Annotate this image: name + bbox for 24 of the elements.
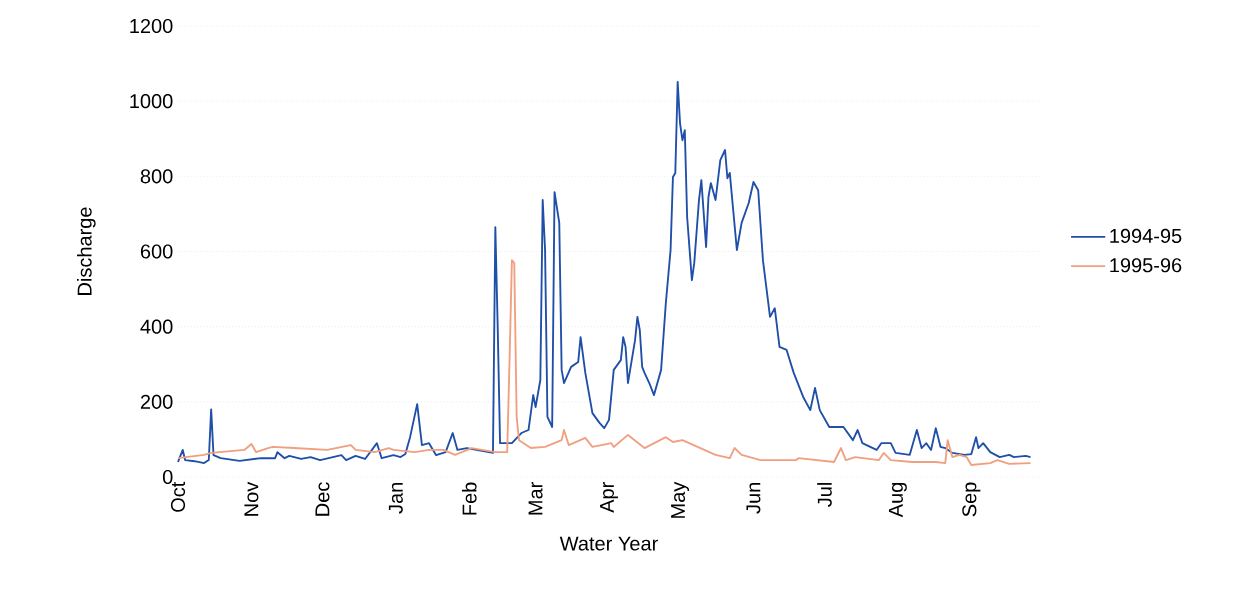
- x-tick-label: Aug: [888, 483, 907, 518]
- x-tick-label: Jul: [817, 483, 832, 507]
- y-tick-label: 1200: [130, 18, 173, 34]
- y-tick-label: 400: [140, 319, 173, 334]
- x-tick-label: Jun: [746, 483, 761, 514]
- y-axis-title: Discharge: [77, 207, 96, 295]
- x-tick-label: Sep: [962, 482, 981, 517]
- x-tick-label: Apr: [600, 482, 618, 513]
- x-tick-label: May: [671, 481, 689, 518]
- x-axis-title: Water Year: [559, 536, 658, 551]
- y-tick-label: 200: [140, 394, 173, 409]
- y-tick-label: 1000: [130, 94, 173, 109]
- x-tick-label: Jan: [388, 483, 403, 514]
- line-series: [177, 81, 1032, 465]
- x-tick-label: Oct: [170, 481, 186, 512]
- legend-label: 1995-96: [1110, 258, 1182, 273]
- y-tick-label: 800: [140, 169, 173, 184]
- x-tick-label: Dec: [315, 482, 330, 516]
- x-tick-label: Mar: [528, 482, 543, 515]
- y-tick-label: 600: [140, 244, 173, 259]
- y-tick-label: 0: [162, 469, 173, 485]
- x-tick-label: Nov: [244, 481, 259, 516]
- legend-label: 1994-95: [1110, 228, 1182, 244]
- x-tick-label: Feb: [461, 482, 477, 515]
